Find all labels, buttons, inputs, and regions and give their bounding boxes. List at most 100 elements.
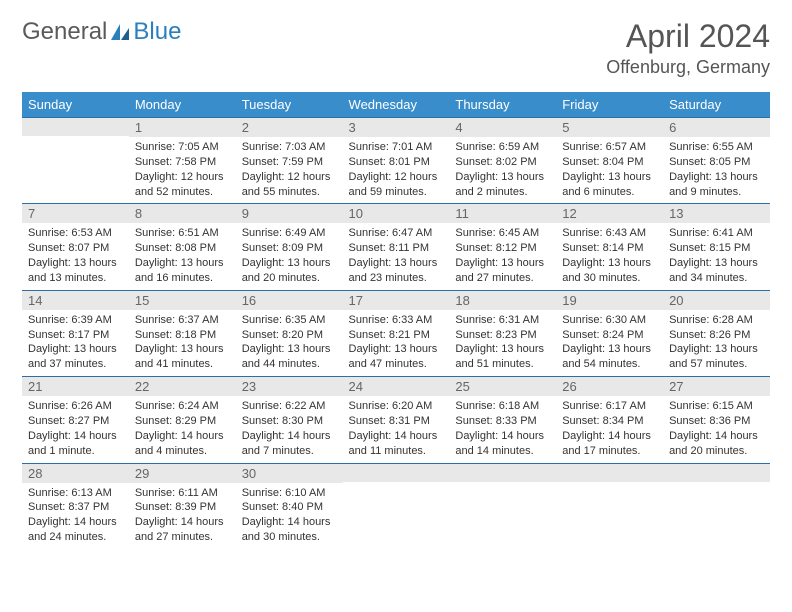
calendar-day-cell: 14Sunrise: 6:39 AMSunset: 8:17 PMDayligh… <box>22 290 129 376</box>
weekday-header: Wednesday <box>343 92 450 118</box>
day-detail-line: Daylight: 13 hours <box>455 342 550 357</box>
weekday-header: Sunday <box>22 92 129 118</box>
day-number: 19 <box>556 291 663 310</box>
day-detail-line: Sunrise: 6:39 AM <box>28 313 123 328</box>
calendar-day-cell: 5Sunrise: 6:57 AMSunset: 8:04 PMDaylight… <box>556 118 663 204</box>
day-detail-line: Sunset: 8:11 PM <box>349 241 444 256</box>
day-detail-line: Sunset: 8:15 PM <box>669 241 764 256</box>
day-detail-line: Sunset: 7:59 PM <box>242 155 337 170</box>
logo-text-general: General <box>22 18 107 46</box>
day-number: 27 <box>663 377 770 396</box>
day-details: Sunrise: 6:55 AMSunset: 8:05 PMDaylight:… <box>663 137 770 203</box>
weekday-header: Saturday <box>663 92 770 118</box>
day-number: 28 <box>22 464 129 483</box>
day-detail-line: and 20 minutes. <box>669 444 764 459</box>
day-detail-line: Sunset: 8:40 PM <box>242 500 337 515</box>
day-detail-line: and 7 minutes. <box>242 444 337 459</box>
day-detail-line: and 1 minute. <box>28 444 123 459</box>
day-number: 4 <box>449 118 556 137</box>
day-detail-line: and 55 minutes. <box>242 185 337 200</box>
day-number: 25 <box>449 377 556 396</box>
calendar-day-cell <box>22 118 129 204</box>
day-detail-line: and 47 minutes. <box>349 357 444 372</box>
calendar-day-cell: 20Sunrise: 6:28 AMSunset: 8:26 PMDayligh… <box>663 290 770 376</box>
day-detail-line: Sunset: 8:07 PM <box>28 241 123 256</box>
day-detail-line: Daylight: 13 hours <box>455 256 550 271</box>
day-number: 16 <box>236 291 343 310</box>
day-detail-line: Daylight: 13 hours <box>562 342 657 357</box>
day-detail-line: and 27 minutes. <box>135 530 230 545</box>
day-details: Sunrise: 6:41 AMSunset: 8:15 PMDaylight:… <box>663 223 770 289</box>
calendar-day-cell <box>556 463 663 549</box>
day-detail-line: Sunrise: 7:01 AM <box>349 140 444 155</box>
day-detail-line: Daylight: 12 hours <box>135 170 230 185</box>
day-detail-line: Sunset: 8:27 PM <box>28 414 123 429</box>
calendar-day-cell: 9Sunrise: 6:49 AMSunset: 8:09 PMDaylight… <box>236 204 343 290</box>
day-number: 6 <box>663 118 770 137</box>
day-detail-line: Daylight: 12 hours <box>349 170 444 185</box>
day-number: 9 <box>236 204 343 223</box>
day-detail-line: Sunset: 8:14 PM <box>562 241 657 256</box>
day-detail-line: and 59 minutes. <box>349 185 444 200</box>
day-detail-line: Sunrise: 6:30 AM <box>562 313 657 328</box>
calendar-week-row: 7Sunrise: 6:53 AMSunset: 8:07 PMDaylight… <box>22 204 770 290</box>
day-detail-line: and 51 minutes. <box>455 357 550 372</box>
calendar-day-cell: 13Sunrise: 6:41 AMSunset: 8:15 PMDayligh… <box>663 204 770 290</box>
day-number: 17 <box>343 291 450 310</box>
day-number <box>343 464 450 482</box>
day-details: Sunrise: 7:01 AMSunset: 8:01 PMDaylight:… <box>343 137 450 203</box>
day-details: Sunrise: 6:15 AMSunset: 8:36 PMDaylight:… <box>663 396 770 462</box>
day-detail-line: and 20 minutes. <box>242 271 337 286</box>
day-detail-line: and 14 minutes. <box>455 444 550 459</box>
logo: General Blue <box>22 18 181 46</box>
day-detail-line: and 37 minutes. <box>28 357 123 372</box>
day-detail-line: Daylight: 13 hours <box>669 170 764 185</box>
day-detail-line: Daylight: 13 hours <box>455 170 550 185</box>
weekday-header: Friday <box>556 92 663 118</box>
calendar-day-cell: 12Sunrise: 6:43 AMSunset: 8:14 PMDayligh… <box>556 204 663 290</box>
day-number: 3 <box>343 118 450 137</box>
day-detail-line: and 17 minutes. <box>562 444 657 459</box>
day-detail-line: Sunrise: 6:51 AM <box>135 226 230 241</box>
weekday-header-row: Sunday Monday Tuesday Wednesday Thursday… <box>22 92 770 118</box>
day-detail-line: Daylight: 14 hours <box>28 515 123 530</box>
day-number: 12 <box>556 204 663 223</box>
calendar-day-cell: 6Sunrise: 6:55 AMSunset: 8:05 PMDaylight… <box>663 118 770 204</box>
day-detail-line: Sunrise: 6:13 AM <box>28 486 123 501</box>
day-detail-line: Sunset: 8:21 PM <box>349 328 444 343</box>
day-detail-line: Sunrise: 6:20 AM <box>349 399 444 414</box>
day-details: Sunrise: 6:37 AMSunset: 8:18 PMDaylight:… <box>129 310 236 376</box>
day-detail-line: Sunrise: 6:11 AM <box>135 486 230 501</box>
day-detail-line: Sunset: 7:58 PM <box>135 155 230 170</box>
calendar-day-cell: 11Sunrise: 6:45 AMSunset: 8:12 PMDayligh… <box>449 204 556 290</box>
day-details: Sunrise: 6:35 AMSunset: 8:20 PMDaylight:… <box>236 310 343 376</box>
day-number: 29 <box>129 464 236 483</box>
calendar-day-cell: 25Sunrise: 6:18 AMSunset: 8:33 PMDayligh… <box>449 377 556 463</box>
day-number: 18 <box>449 291 556 310</box>
day-detail-line: Sunset: 8:29 PM <box>135 414 230 429</box>
day-detail-line: and 11 minutes. <box>349 444 444 459</box>
day-number: 8 <box>129 204 236 223</box>
day-detail-line: and 57 minutes. <box>669 357 764 372</box>
calendar-week-row: 28Sunrise: 6:13 AMSunset: 8:37 PMDayligh… <box>22 463 770 549</box>
day-detail-line: and 44 minutes. <box>242 357 337 372</box>
day-detail-line: Sunrise: 6:22 AM <box>242 399 337 414</box>
day-details: Sunrise: 6:26 AMSunset: 8:27 PMDaylight:… <box>22 396 129 462</box>
day-detail-line: Sunset: 8:20 PM <box>242 328 337 343</box>
day-number: 14 <box>22 291 129 310</box>
day-details: Sunrise: 6:11 AMSunset: 8:39 PMDaylight:… <box>129 483 236 549</box>
day-detail-line: Sunrise: 6:17 AM <box>562 399 657 414</box>
calendar-day-cell: 28Sunrise: 6:13 AMSunset: 8:37 PMDayligh… <box>22 463 129 549</box>
day-number: 11 <box>449 204 556 223</box>
day-detail-line: Daylight: 14 hours <box>455 429 550 444</box>
day-detail-line: and 30 minutes. <box>562 271 657 286</box>
day-detail-line: Sunset: 8:04 PM <box>562 155 657 170</box>
day-detail-line: Daylight: 13 hours <box>28 342 123 357</box>
day-detail-line: Sunset: 8:36 PM <box>669 414 764 429</box>
weekday-header: Thursday <box>449 92 556 118</box>
logo-sail-icon <box>109 22 131 42</box>
day-detail-line: and 2 minutes. <box>455 185 550 200</box>
day-detail-line: Sunset: 8:01 PM <box>349 155 444 170</box>
day-detail-line: Sunrise: 7:03 AM <box>242 140 337 155</box>
calendar-day-cell: 27Sunrise: 6:15 AMSunset: 8:36 PMDayligh… <box>663 377 770 463</box>
